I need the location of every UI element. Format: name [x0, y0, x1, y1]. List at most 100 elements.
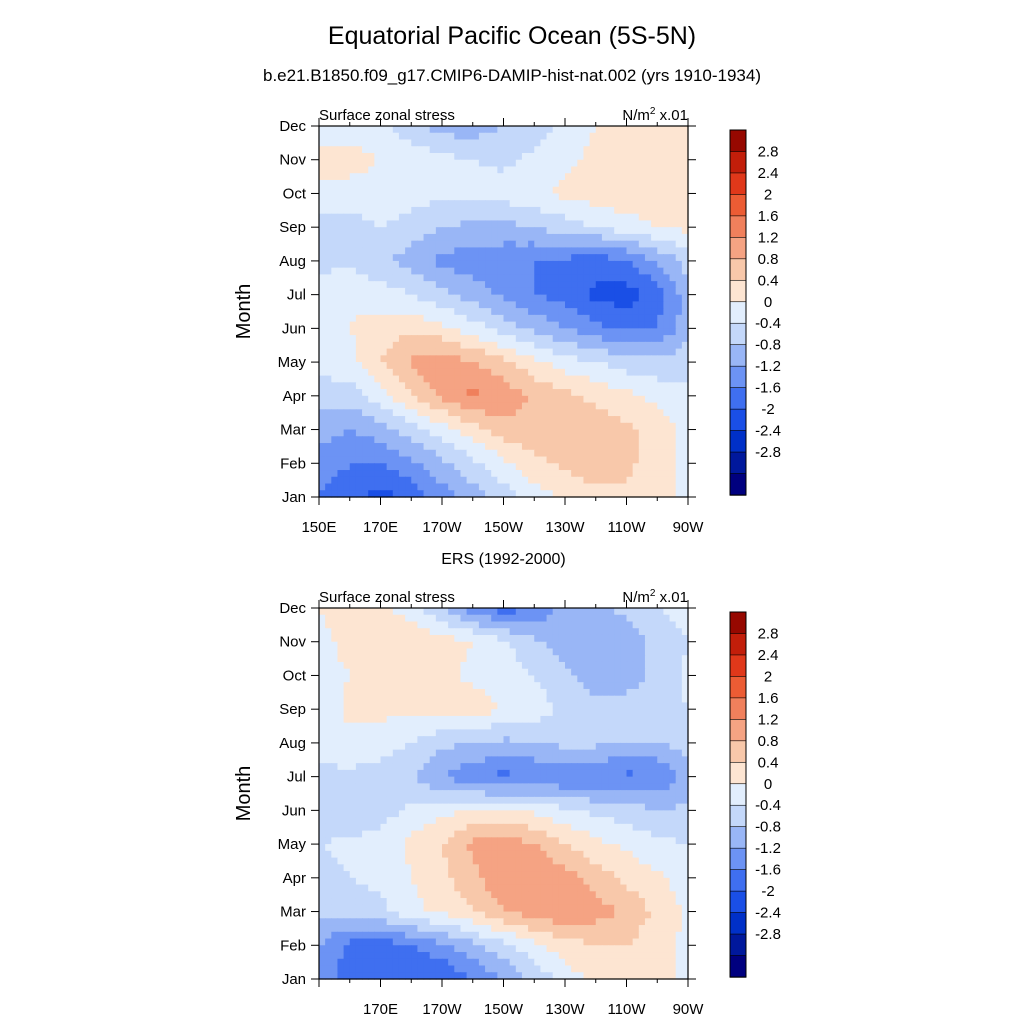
heatmap-cell	[515, 682, 523, 690]
heatmap-cell	[398, 139, 406, 147]
heatmap-cell	[558, 443, 566, 451]
heatmap-cell	[392, 126, 400, 134]
heatmap-cell	[608, 260, 615, 269]
heatmap-cell	[337, 247, 345, 255]
heatmap-cell	[515, 409, 523, 417]
colorbar-swatch	[729, 215, 747, 239]
heatmap-cell	[638, 166, 646, 174]
heatmap-cell	[583, 362, 591, 370]
heatmap-cell	[558, 247, 566, 255]
heatmap-cell	[577, 436, 585, 444]
heatmap-cell	[669, 648, 677, 656]
heatmap-cell	[577, 213, 585, 222]
heatmap-cell	[331, 463, 339, 471]
heatmap-cell	[620, 722, 628, 731]
heatmap-cell	[398, 267, 406, 275]
heatmap-cell	[638, 608, 646, 616]
heatmap-cell	[368, 314, 375, 323]
heatmap-cell	[632, 641, 640, 650]
heatmap-cell	[497, 483, 505, 491]
heatmap-cell	[626, 206, 634, 215]
heatmap-cell	[362, 729, 369, 737]
heatmap-cell	[565, 294, 572, 302]
heatmap-cell	[331, 409, 339, 417]
heatmap-cell	[589, 402, 597, 410]
heatmap-cell	[534, 470, 541, 478]
heatmap-cell	[478, 152, 486, 161]
heatmap-cell	[651, 368, 658, 377]
heatmap-cell	[454, 402, 462, 410]
heatmap-cell	[534, 179, 541, 188]
heatmap-cell	[411, 254, 418, 262]
heatmap-cell	[355, 729, 363, 737]
heatmap-cell	[466, 409, 474, 417]
heatmap-cell	[515, 402, 523, 410]
heatmap-cell	[503, 179, 511, 188]
heatmap-cell	[595, 375, 603, 383]
heatmap-cell	[601, 763, 609, 771]
heatmap-cell	[423, 436, 431, 444]
heatmap-cell	[503, 206, 511, 215]
heatmap-cell	[681, 614, 689, 623]
heatmap-cell	[669, 166, 677, 174]
heatmap-cell	[337, 668, 345, 677]
heatmap-cell	[601, 634, 609, 643]
heatmap-cell	[491, 200, 498, 208]
heatmap-cell	[644, 139, 652, 147]
heatmap-cell	[515, 132, 523, 141]
heatmap-cell	[442, 274, 449, 282]
heatmap-cell	[509, 213, 517, 222]
heatmap-cell	[644, 260, 652, 269]
heatmap-cell	[675, 348, 683, 356]
heatmap-cell	[663, 287, 671, 296]
heatmap-cell	[485, 227, 492, 235]
heatmap-cell	[362, 233, 369, 242]
heatmap-cell	[429, 763, 437, 771]
heatmap-cell	[577, 702, 585, 710]
heatmap-cell	[663, 628, 671, 636]
heatmap-cell	[374, 179, 382, 188]
heatmap-cell	[491, 193, 498, 201]
heatmap-cell	[595, 287, 603, 296]
heatmap-cell	[491, 476, 498, 485]
heatmap-cell	[355, 709, 363, 717]
heatmap-cell	[343, 308, 351, 316]
heatmap-cell	[546, 621, 554, 629]
heatmap-cell	[681, 362, 689, 370]
heatmap-cell	[380, 240, 388, 249]
heatmap-cell	[638, 736, 646, 744]
heatmap-cell	[497, 409, 505, 417]
heatmap-cell	[472, 409, 480, 417]
heatmap-cells	[319, 608, 689, 980]
heatmap-cell	[540, 368, 548, 377]
heatmap-cell	[343, 301, 351, 309]
heatmap-cell	[386, 742, 394, 751]
heatmap-cell	[620, 206, 628, 215]
heatmap-cell	[644, 490, 652, 498]
heatmap-cell	[558, 675, 566, 683]
heatmap-cell	[528, 254, 535, 262]
heatmap-cell	[675, 634, 683, 643]
colorbar-label: 0.8	[758, 251, 779, 268]
heatmap-cell	[503, 661, 511, 670]
heatmap-cell	[442, 308, 449, 316]
heatmap-cell	[675, 321, 683, 329]
heatmap-cell	[608, 634, 615, 643]
heatmap-cell	[478, 260, 486, 269]
heatmap-cell	[442, 416, 449, 424]
heatmap-cell	[491, 709, 498, 717]
heatmap-cell	[497, 715, 505, 724]
heatmap-cell	[651, 308, 658, 316]
heatmap-cell	[509, 463, 517, 471]
heatmap-cell	[386, 648, 394, 656]
heatmap-cell	[589, 348, 597, 356]
heatmap-cell	[435, 709, 443, 717]
heatmap-cell	[601, 287, 609, 296]
heatmap-cell	[417, 776, 425, 784]
heatmap-cell	[485, 348, 492, 356]
heatmap-cell	[454, 709, 462, 717]
heatmap-cell	[343, 742, 351, 751]
heatmap-cell	[571, 348, 578, 356]
heatmap-cell	[442, 783, 449, 791]
heatmap-cell	[368, 655, 375, 663]
